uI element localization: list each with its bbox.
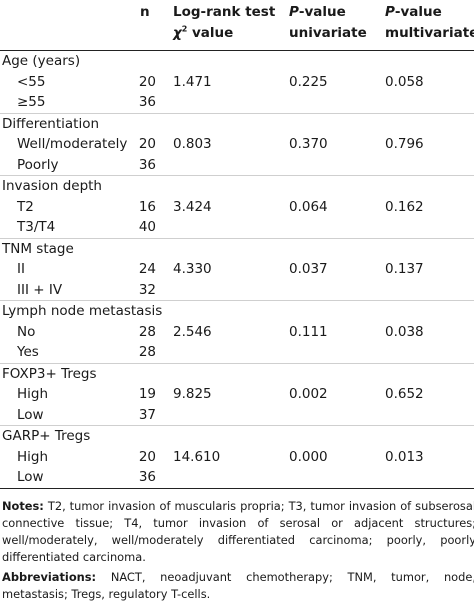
p-univariate-cell: 0.002 [289,386,328,402]
table-row: Poorly 36 [0,155,474,176]
group-label: GARP+ Tregs [2,428,91,444]
category-label: ≥55 [17,94,46,110]
logrank-chi-cell: 4.330 [173,261,212,277]
table-group-row: Lymph node metastasis [0,301,474,322]
n-cell: 20 [138,448,156,465]
n-cell: 36 [138,156,156,173]
logrank-chi-cell: 1.471 [173,73,212,90]
table-body: Age (years) <55 20 1.471 0.225 0.058 ≥55 36 Diff… [0,51,474,489]
p-multivariate-cell: 0.796 [385,136,424,152]
n-cell: 24 [138,261,156,277]
p-univariate-cell: 0.111 [289,323,328,340]
n-cell: 32 [138,281,156,298]
n-cell: 36 [138,94,156,110]
p-univariate-cell: 0.000 [289,448,328,465]
n-cell: 28 [138,323,156,340]
p-multivariate-cell: 0.652 [385,386,424,402]
group-label: FOXP3+ Tregs [2,365,97,382]
n-cell: 16 [138,198,156,215]
n-cell: 20 [138,73,156,90]
table-group-row: TNM stage [0,239,474,260]
n-cell: 36 [138,469,156,485]
n-cell: 28 [138,344,156,360]
header-univariate-line2: univariate [289,25,367,41]
table-row: High 19 9.825 0.002 0.652 [0,384,474,405]
table-group-row: FOXP3+ Tregs [0,364,474,385]
p-multivariate-cell: 0.162 [385,198,424,215]
notes-paragraph: Notes: T2, tumor invasion of muscularis … [2,499,474,564]
n-cell: 37 [138,406,156,423]
table-row: Well/moderately 20 0.803 0.370 0.796 [0,134,474,155]
table-row: III + IV 32 [0,280,474,301]
p-univariate-cell: 0.370 [289,136,328,152]
category-label: II [17,261,25,277]
n-cell: 40 [138,219,156,235]
group-label: Invasion depth [2,178,102,194]
n-cell: 20 [138,136,156,152]
category-label: T2 [17,198,34,215]
group-label: Age (years) [2,53,81,69]
category-label: Low [17,406,44,423]
table-row: No 28 2.546 0.111 0.038 [0,322,474,343]
table-row: Yes 28 [0,342,474,364]
header-n: n [140,4,150,20]
category-label: Yes [17,344,39,360]
category-label: Well/moderately [17,136,128,152]
group-label: TNM stage [2,240,74,257]
group-label: Differentiation [2,115,100,132]
logrank-chi-cell: 14.610 [173,448,221,465]
results-table: n Log-rank test χ2 value P-value univari… [0,0,474,489]
p-univariate-cell: 0.037 [289,261,328,277]
table-row: II 24 4.330 0.037 0.137 [0,259,474,280]
n-cell: 19 [138,386,156,402]
category-label: No [17,323,36,340]
table-row: High 20 14.610 0.000 0.013 [0,447,474,468]
table-group-row: Invasion depth [0,176,474,197]
category-label: <55 [17,73,46,90]
table-group-row: Age (years) [0,51,474,72]
table-group-row: Differentiation [0,114,474,135]
table-row: Low 37 [0,405,474,426]
category-label: T3/T4 [17,219,56,235]
p-multivariate-cell: 0.058 [385,73,424,90]
p-univariate-cell: 0.064 [289,198,328,215]
header-logrank-line2: χ2 value [173,24,234,41]
p-univariate-cell: 0.225 [289,73,328,90]
table-group-row: GARP+ Tregs [0,426,474,447]
logrank-chi-cell: 3.424 [173,198,212,215]
abbreviations-paragraph: Abbreviations: NACT, neoadjuvant chemoth… [2,570,474,601]
p-multivariate-cell: 0.038 [385,323,424,340]
table-row: T2 16 3.424 0.064 0.162 [0,197,474,218]
category-label: Poorly [17,156,59,173]
header-logrank-line1: Log-rank test [173,4,276,20]
logrank-chi-cell: 9.825 [173,386,212,402]
table-row: <55 20 1.471 0.225 0.058 [0,72,474,93]
header-univariate-line1: P-value [289,4,346,20]
logrank-chi-cell: 0.803 [173,136,212,152]
group-label: Lymph node metastasis [2,303,163,319]
header-multivariate-line1: P-value [385,4,442,20]
table-row: Low 36 [0,467,474,489]
category-label: High [17,386,49,402]
category-label: High [17,448,49,465]
table-header: n Log-rank test χ2 value P-value univari… [0,0,474,51]
category-label: III + IV [17,281,63,298]
table-footnotes: Notes: T2, tumor invasion of muscularis … [2,498,474,606]
category-label: Low [17,469,44,485]
header-multivariate-line2: multivariate [385,25,474,41]
logrank-chi-cell: 2.546 [173,323,212,340]
p-multivariate-cell: 0.137 [385,261,424,277]
table-row: T3/T4 40 [0,217,474,239]
p-multivariate-cell: 0.013 [385,448,424,465]
table-row: ≥55 36 [0,92,474,114]
